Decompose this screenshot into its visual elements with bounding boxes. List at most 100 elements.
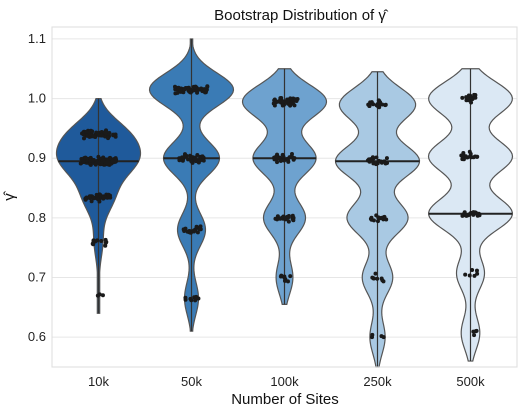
data-point (172, 84, 177, 89)
violins (55, 38, 514, 368)
data-point (91, 238, 96, 243)
data-point (189, 159, 194, 164)
plot-frame (51, 26, 518, 368)
data-point (292, 103, 297, 108)
data-point (463, 272, 468, 277)
data-point (283, 217, 288, 222)
data-point (460, 95, 465, 100)
tick-labels: 0.6 0.7 0.8 0.9 1.0 1.1 10k 50k 100k 250k 500k (28, 31, 485, 389)
data-points (78, 84, 482, 340)
data-point (183, 295, 188, 300)
y-tick-label: 0.8 (28, 210, 46, 225)
data-point (368, 101, 373, 106)
y-tick-label: 1.1 (28, 31, 46, 46)
data-point (370, 275, 375, 280)
data-point (113, 158, 118, 163)
data-point (103, 131, 108, 136)
data-point (89, 199, 94, 204)
data-point (374, 155, 379, 160)
data-point (95, 197, 100, 201)
data-point (474, 328, 479, 333)
data-point (175, 90, 180, 95)
data-point (83, 197, 88, 202)
data-point (278, 216, 283, 221)
data-point (191, 228, 196, 233)
data-point (475, 271, 480, 276)
data-point (177, 156, 182, 161)
data-point (368, 216, 373, 221)
data-point (371, 218, 376, 223)
data-point (180, 158, 185, 163)
data-point (184, 153, 189, 158)
data-point (198, 154, 203, 159)
data-point (467, 212, 472, 217)
data-point (383, 161, 388, 166)
x-tick-label: 10k (88, 374, 109, 389)
data-point (293, 97, 298, 102)
data-point (472, 333, 477, 338)
data-point (198, 224, 203, 229)
data-point (103, 237, 108, 242)
data-point (103, 243, 108, 248)
data-point (186, 157, 191, 162)
data-point (470, 268, 475, 273)
data-point (474, 154, 479, 159)
data-point (467, 273, 472, 278)
data-point (106, 136, 111, 141)
data-point (285, 101, 290, 106)
data-point (472, 92, 477, 97)
data-point (96, 160, 101, 165)
data-point (101, 158, 106, 163)
data-point (287, 155, 292, 160)
data-point (275, 217, 280, 222)
x-tick-label: 100k (270, 374, 299, 389)
data-point (91, 196, 96, 201)
data-point (469, 155, 474, 160)
data-point (380, 215, 385, 220)
data-point (110, 159, 115, 164)
data-point (371, 161, 376, 166)
data-point (193, 157, 198, 162)
data-point (374, 103, 379, 108)
data-point (468, 93, 473, 98)
data-point (195, 152, 200, 157)
data-point (96, 133, 101, 138)
data-point (469, 100, 474, 105)
data-point (288, 96, 293, 101)
data-point (291, 217, 296, 222)
data-point (278, 158, 283, 163)
data-point (81, 136, 86, 141)
data-point (281, 154, 286, 159)
data-point (369, 158, 374, 163)
data-point (375, 276, 380, 281)
data-point (280, 103, 285, 108)
data-point (378, 100, 383, 105)
data-point (85, 133, 90, 138)
data-point (88, 158, 93, 163)
data-point (373, 271, 378, 276)
y-axis-label: γ̂ (1, 190, 18, 201)
data-point (474, 268, 479, 273)
data-point (187, 230, 192, 235)
data-point (198, 227, 203, 232)
y-tick-label: 1.0 (28, 91, 46, 106)
data-point (275, 160, 280, 165)
data-point (97, 292, 102, 297)
data-point (279, 273, 284, 278)
data-point (379, 334, 384, 339)
data-point (181, 155, 186, 160)
data-point (111, 132, 116, 137)
data-point (281, 214, 286, 219)
data-point (384, 156, 389, 161)
data-point (96, 154, 101, 159)
data-point (189, 298, 194, 303)
data-point (461, 150, 466, 155)
chart-title: Bootstrap Distribution of γ̂ (214, 7, 389, 24)
x-tick-label: 50k (181, 374, 202, 389)
data-point (283, 277, 288, 282)
data-point (90, 134, 95, 139)
data-point (285, 279, 290, 284)
data-point (289, 152, 294, 157)
